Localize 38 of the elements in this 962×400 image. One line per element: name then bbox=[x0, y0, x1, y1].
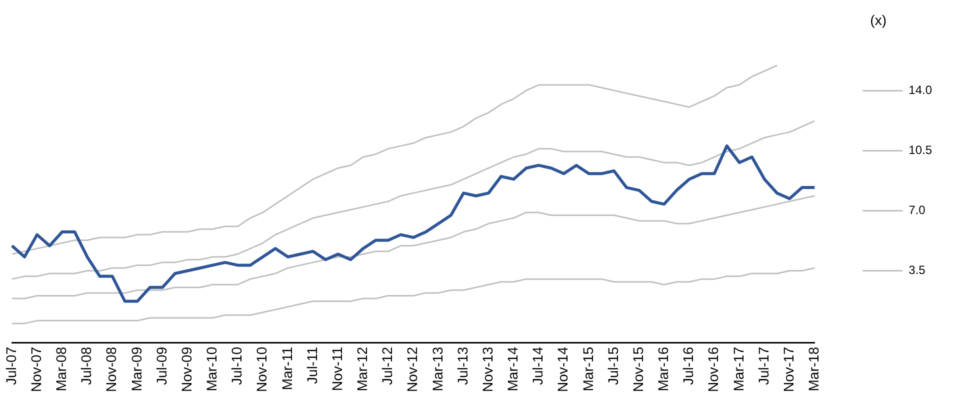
x-tick-label: Jul-13 bbox=[454, 346, 470, 386]
x-tick-label: Mar-09 bbox=[128, 346, 144, 392]
x-tick-label: Jul-16 bbox=[680, 346, 696, 386]
x-tick-label: Mar-11 bbox=[278, 346, 295, 390]
x-tick-label: Nov-07 bbox=[28, 346, 44, 392]
x-tick-label: Jul-07 bbox=[2, 346, 19, 386]
x-tick-label: Mar-17 bbox=[730, 346, 746, 392]
x-tick-label: Mar-15 bbox=[580, 346, 596, 392]
x-tick-label: Jul-17 bbox=[755, 346, 772, 386]
x-tick-label: Nov-13 bbox=[479, 346, 496, 392]
x-tick-label: Nov-15 bbox=[630, 346, 646, 392]
legend-title: (x) bbox=[870, 12, 886, 28]
x-tick-label: Mar-14 bbox=[504, 346, 521, 392]
x-tick-label: Mar-18 bbox=[806, 346, 822, 392]
x-tick-label: Jul-14 bbox=[530, 346, 546, 386]
x-tick-label: Jul-08 bbox=[78, 346, 94, 386]
legend-label: 14.0 bbox=[908, 83, 932, 98]
x-tick-label: Nov-16 bbox=[705, 346, 722, 392]
x-tick-label: Jul-11 bbox=[304, 346, 320, 384]
x-tick-label: Jul-09 bbox=[153, 346, 170, 386]
x-tick-label: Mar-10 bbox=[204, 346, 220, 392]
x-tick-label: Nov-09 bbox=[178, 346, 194, 392]
x-tick-label: Nov-10 bbox=[254, 346, 270, 392]
x-tick-label: Nov-17 bbox=[780, 346, 796, 392]
legend-label: 10.5 bbox=[908, 143, 932, 158]
x-tick-label: Jul-10 bbox=[228, 346, 245, 386]
x-tick-label: Mar-16 bbox=[655, 346, 672, 392]
x-tick-label: Nov-14 bbox=[554, 346, 571, 392]
legend-label: 7.0 bbox=[908, 203, 926, 218]
x-tick-label: Mar-08 bbox=[53, 346, 70, 392]
x-tick-label: Mar-13 bbox=[429, 346, 446, 392]
legend-label: 3.5 bbox=[908, 263, 926, 278]
x-tick-label: Jul-12 bbox=[379, 346, 396, 386]
x-tick-label: Nov-08 bbox=[103, 346, 120, 392]
x-tick-label: Mar-12 bbox=[354, 346, 370, 392]
x-tick-label: Nov-12 bbox=[404, 346, 420, 392]
x-tick-label: Nov-11 bbox=[328, 346, 345, 391]
x-tick-label: Jul-15 bbox=[604, 346, 621, 386]
